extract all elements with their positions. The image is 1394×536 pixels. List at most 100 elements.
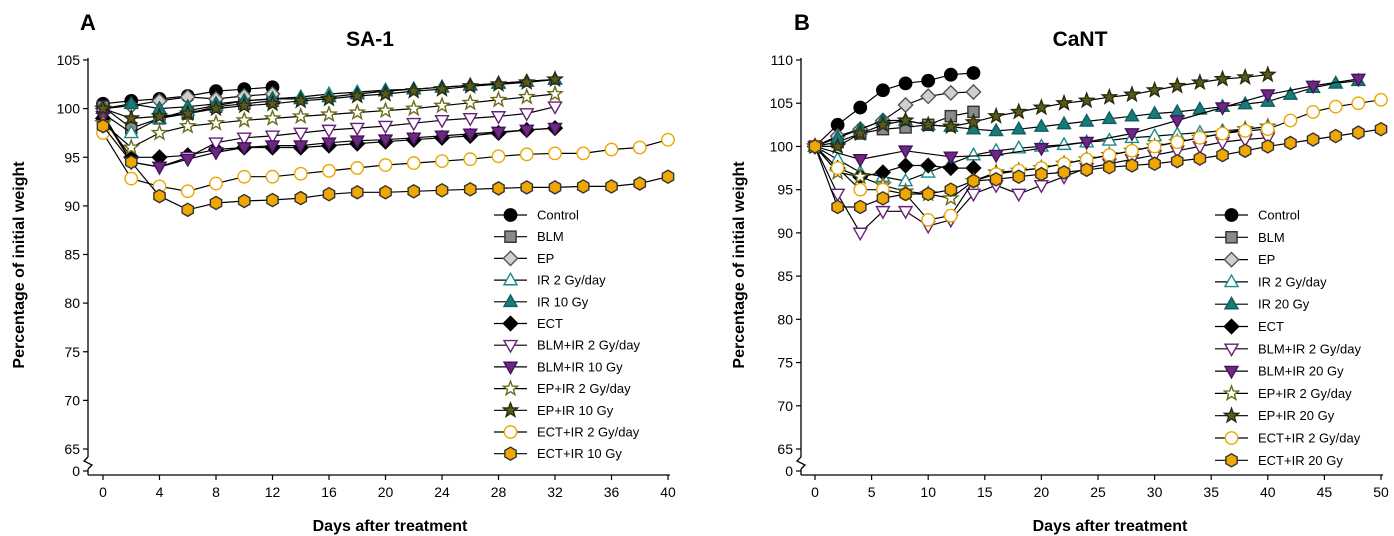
data-point [153, 188, 166, 204]
data-point [181, 202, 195, 218]
legend-label: ECT [537, 316, 563, 331]
data-point [489, 74, 508, 92]
y-tick-label: 70 [64, 392, 80, 408]
data-point [291, 106, 310, 125]
data-point [150, 106, 169, 125]
data-point [1033, 118, 1050, 132]
data-point [1124, 128, 1140, 142]
data-point [988, 149, 1004, 164]
chart-title: CaNT [1053, 28, 1108, 51]
data-point [965, 188, 982, 203]
data-point [406, 117, 422, 132]
data-point [943, 208, 958, 223]
data-point [490, 111, 507, 125]
legend: Control BLM EP IR 2 Gy/day IR 20 Gy ECT BLM+IR… [1215, 208, 1361, 468]
data-point [1147, 139, 1162, 154]
legend-item-ir-2-gy-day: IR 2 Gy/day [1215, 273, 1327, 289]
data-point [491, 149, 506, 164]
data-point [1056, 115, 1072, 130]
y-ticks: 65 70 75 80 85 90 95 100 105 110 0 [770, 52, 801, 479]
legend-item-blm-ir-10-gy: BLM+IR 10 Gy [494, 359, 623, 376]
legend-item-ep: EP [1215, 251, 1275, 268]
data-point [1146, 105, 1163, 119]
data-point [435, 154, 449, 169]
data-point [548, 180, 562, 195]
legend-marker [503, 425, 518, 439]
legend-label: IR 20 Gy [1258, 297, 1310, 312]
legend-item-blm: BLM [494, 229, 564, 244]
legend-label: IR 2 Gy/day [1258, 274, 1327, 289]
legend-marker [1223, 343, 1240, 358]
data-point [547, 101, 563, 115]
data-point [896, 111, 915, 129]
data-point [519, 124, 535, 139]
data-point [1260, 122, 1275, 137]
data-point [1125, 143, 1139, 158]
legend-marker [1223, 318, 1240, 335]
y-tick-label: 75 [777, 355, 793, 371]
data-point [263, 108, 282, 127]
data-point [492, 181, 505, 196]
legend-marker [502, 339, 519, 354]
data-point [964, 112, 983, 130]
data-point [1080, 162, 1094, 178]
y-tick-label: 90 [64, 198, 80, 214]
x-tick-label: 12 [265, 484, 281, 500]
data-point [1283, 113, 1298, 128]
y-tick-label: 0 [785, 463, 793, 479]
data-point [294, 190, 308, 206]
legend-marker [502, 250, 519, 267]
data-point [1193, 151, 1207, 166]
legend-label: EP+IR 2 Gy/day [1258, 386, 1352, 401]
data-point [965, 83, 982, 101]
data-point [1258, 65, 1277, 83]
data-point [548, 146, 562, 161]
data-point [876, 190, 890, 206]
x-ticks: 0 4 8 12 16 20 24 28 32 36 40 [99, 475, 676, 500]
legend-label: EP+IR 10 Gy [537, 403, 614, 418]
x-tick-label: 5 [868, 484, 876, 500]
data-point [632, 140, 647, 155]
legend-label: IR 10 Gy [537, 294, 589, 309]
legend-label: BLM [1258, 230, 1285, 245]
data-point [237, 193, 251, 209]
data-point [1033, 142, 1050, 157]
legend: Control BLM EP IR 2 Gy/day IR 10 Gy ECT BLM+IR… [494, 208, 640, 461]
data-point [406, 132, 422, 147]
data-point [434, 114, 450, 129]
data-point [921, 213, 936, 227]
data-point [180, 184, 195, 199]
data-point [1057, 165, 1071, 180]
legend-marker [502, 293, 519, 308]
data-point [1305, 80, 1321, 95]
data-point [206, 99, 226, 117]
x-ticks: 0 5 10 15 20 25 30 35 40 45 50 [811, 475, 1389, 500]
data-point [852, 227, 868, 242]
data-point [633, 176, 647, 191]
panel-b: B CaNT 65 70 75 80 85 90 95 100 105 110 0 0 5 10 15 20 25 3… [731, 10, 1389, 535]
data-point [1056, 136, 1072, 151]
panel-a: A SA-1 65 70 75 80 85 90 95 100 105 0 0 4 8 12 16 20 24 28 3… [11, 10, 676, 535]
y-tick-label: 95 [777, 182, 793, 198]
data-point [873, 115, 892, 133]
data-point [921, 73, 936, 88]
legend-marker [1223, 365, 1240, 380]
data-point [209, 195, 223, 211]
data-point [291, 91, 310, 109]
data-point [379, 184, 392, 200]
data-point [897, 157, 914, 174]
data-point [808, 139, 822, 154]
data-point [264, 130, 281, 145]
series-ect-ir-2-gy-day [808, 92, 1388, 227]
data-point [1306, 104, 1320, 119]
legend-marker [1223, 295, 1240, 310]
data-point [919, 115, 938, 133]
data-point [462, 128, 478, 143]
x-tick-label: 4 [156, 484, 164, 500]
panel-letter: A [80, 10, 96, 35]
x-tick-label: 20 [378, 484, 394, 500]
y-axis-break [795, 456, 807, 470]
legend-item-ect-ir-2-gy-day: ECT+IR 2 Gy/day [1215, 431, 1361, 446]
data-point [1213, 69, 1232, 87]
